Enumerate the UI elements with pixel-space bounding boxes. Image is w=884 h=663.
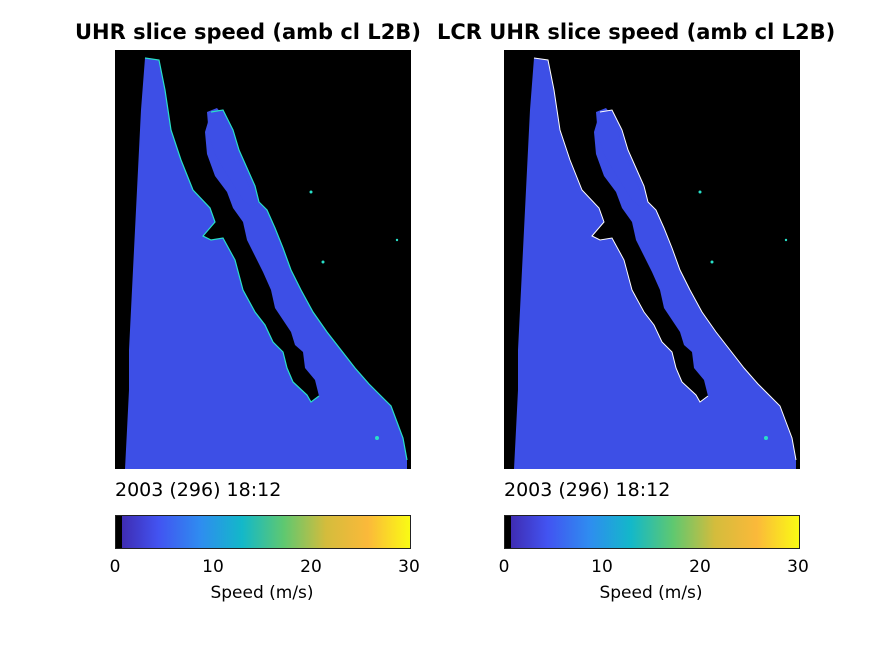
left-timestamp: 2003 (296) 18:12: [115, 479, 282, 501]
speed-map-image: [504, 50, 800, 469]
colorbar-zero-band: [505, 516, 511, 548]
left-colorbar-tick-30: 30: [398, 557, 420, 577]
colorbar-gradient: [505, 516, 799, 548]
left-colorbar-tick-0: 0: [109, 557, 121, 577]
right-plot-title: LCR UHR slice speed (amb cl L2B): [437, 20, 836, 44]
left-colorbar-tick-20: 20: [300, 557, 322, 577]
right-timestamp: 2003 (296) 18:12: [504, 479, 671, 501]
left-colorbar: [115, 515, 411, 549]
colorbar-gradient: [116, 516, 410, 548]
colorbar-zero-band: [116, 516, 122, 548]
left-speed-map: [115, 50, 411, 469]
right-colorbar: [504, 515, 800, 549]
right-colorbar-tick-0: 0: [498, 557, 510, 577]
right-speed-map: [504, 50, 800, 469]
left-plot-title: UHR slice speed (amb cl L2B): [75, 20, 421, 44]
right-colorbar-tick-30: 30: [787, 557, 809, 577]
speed-map-image: [115, 50, 411, 469]
right-colorbar-label: Speed (m/s): [599, 583, 703, 603]
right-colorbar-tick-20: 20: [689, 557, 711, 577]
left-colorbar-tick-10: 10: [202, 557, 224, 577]
right-colorbar-tick-10: 10: [591, 557, 613, 577]
left-colorbar-label: Speed (m/s): [210, 583, 314, 603]
